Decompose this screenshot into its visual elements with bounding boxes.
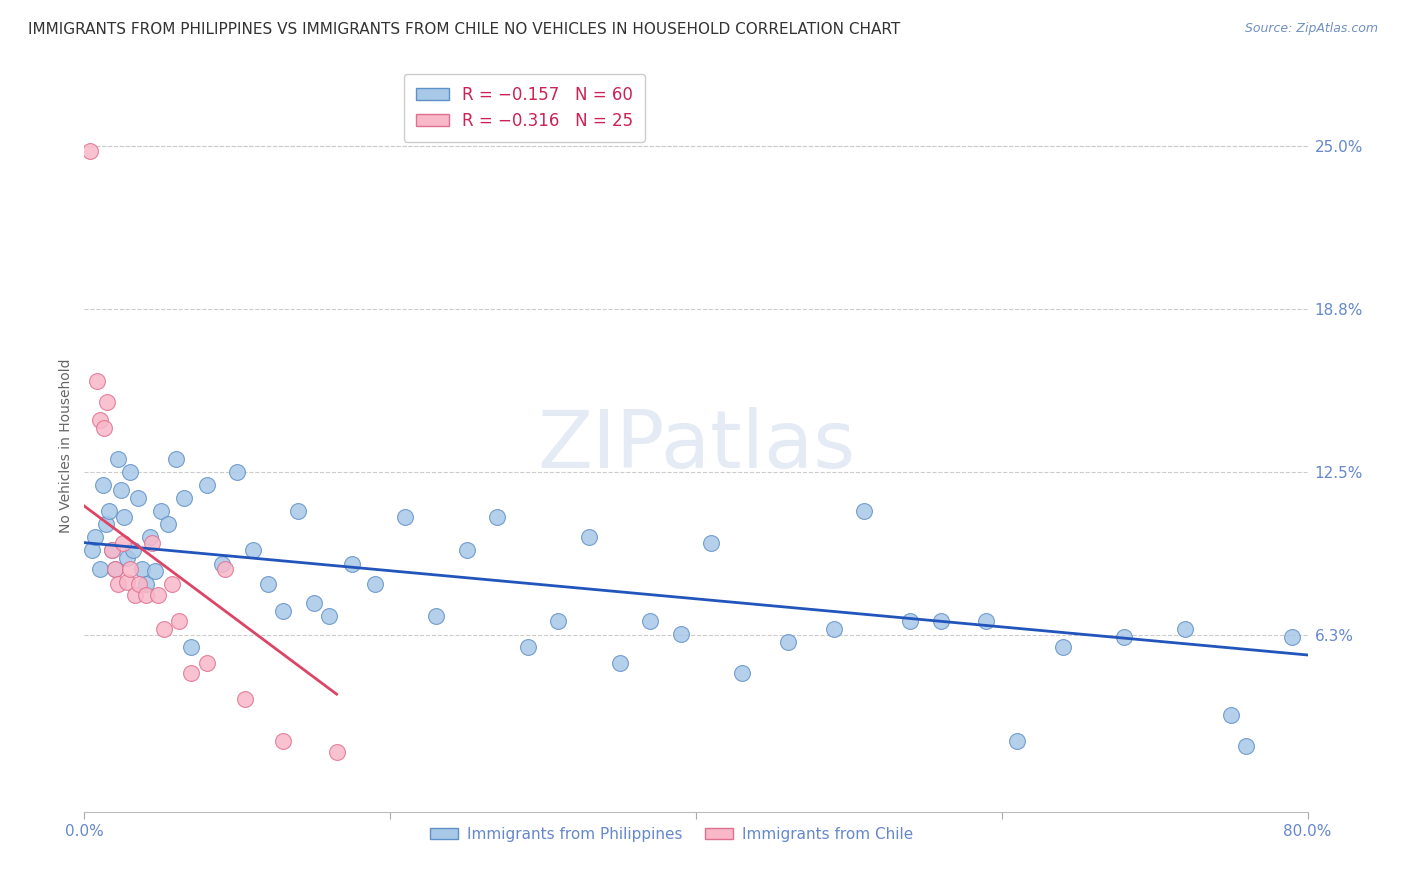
Point	[1220, 708, 1243, 723]
Point	[115, 574, 138, 589]
Point	[101, 543, 124, 558]
Point	[165, 452, 187, 467]
Point	[302, 596, 325, 610]
Point	[180, 666, 202, 681]
Point	[120, 562, 142, 576]
Point	[1052, 640, 1074, 655]
Text: ZIPatlas: ZIPatlas	[537, 407, 855, 485]
Point	[143, 565, 166, 579]
Point	[139, 530, 162, 544]
Point	[195, 656, 218, 670]
Point	[101, 543, 124, 558]
Point	[233, 692, 256, 706]
Point	[127, 491, 149, 506]
Point	[929, 614, 952, 628]
Point	[242, 543, 264, 558]
Point	[104, 562, 127, 576]
Point	[669, 627, 692, 641]
Point	[107, 452, 129, 467]
Point	[96, 394, 118, 409]
Point	[731, 666, 754, 681]
Point	[1281, 630, 1303, 644]
Point	[97, 504, 120, 518]
Point	[146, 588, 169, 602]
Point	[325, 745, 347, 759]
Point	[257, 577, 280, 591]
Point	[547, 614, 569, 628]
Point	[271, 604, 294, 618]
Point	[153, 622, 176, 636]
Point	[84, 530, 107, 544]
Point	[122, 543, 145, 558]
Point	[1174, 622, 1197, 636]
Point	[214, 562, 236, 576]
Point	[976, 614, 998, 628]
Point	[456, 543, 478, 558]
Point	[104, 562, 127, 576]
Point	[195, 478, 218, 492]
Point	[167, 614, 190, 628]
Point	[609, 656, 631, 670]
Text: IMMIGRANTS FROM PHILIPPINES VS IMMIGRANTS FROM CHILE NO VEHICLES IN HOUSEHOLD CO: IMMIGRANTS FROM PHILIPPINES VS IMMIGRANT…	[28, 22, 900, 37]
Point	[141, 535, 163, 549]
Point	[394, 509, 416, 524]
Point	[638, 614, 661, 628]
Point	[425, 608, 447, 623]
Point	[776, 635, 799, 649]
Point	[287, 504, 309, 518]
Point	[80, 543, 103, 558]
Point	[135, 588, 157, 602]
Legend: Immigrants from Philippines, Immigrants from Chile: Immigrants from Philippines, Immigrants …	[423, 821, 920, 848]
Point	[112, 509, 135, 524]
Point	[124, 588, 146, 602]
Point	[1114, 630, 1136, 644]
Point	[157, 517, 180, 532]
Point	[898, 614, 921, 628]
Point	[578, 530, 600, 544]
Point	[79, 144, 101, 158]
Point	[364, 577, 387, 591]
Point	[131, 562, 153, 576]
Point	[107, 577, 129, 591]
Point	[120, 465, 142, 479]
Point	[160, 577, 183, 591]
Point	[94, 517, 117, 532]
Point	[89, 413, 111, 427]
Point	[149, 504, 172, 518]
Y-axis label: No Vehicles in Household: No Vehicles in Household	[59, 359, 73, 533]
Point	[318, 608, 340, 623]
Point	[128, 577, 150, 591]
Point	[93, 421, 115, 435]
Point	[211, 557, 233, 571]
Point	[700, 535, 723, 549]
Point	[135, 577, 157, 591]
Point	[111, 535, 134, 549]
Point	[86, 374, 108, 388]
Point	[89, 562, 111, 576]
Point	[173, 491, 195, 506]
Point	[1236, 739, 1258, 754]
Point	[226, 465, 249, 479]
Point	[180, 640, 202, 655]
Point	[516, 640, 538, 655]
Point	[1005, 734, 1028, 748]
Point	[110, 483, 132, 498]
Point	[340, 557, 363, 571]
Point	[486, 509, 509, 524]
Point	[823, 622, 845, 636]
Point	[115, 551, 138, 566]
Point	[853, 504, 876, 518]
Text: Source: ZipAtlas.com: Source: ZipAtlas.com	[1244, 22, 1378, 36]
Point	[91, 478, 114, 492]
Point	[271, 734, 294, 748]
